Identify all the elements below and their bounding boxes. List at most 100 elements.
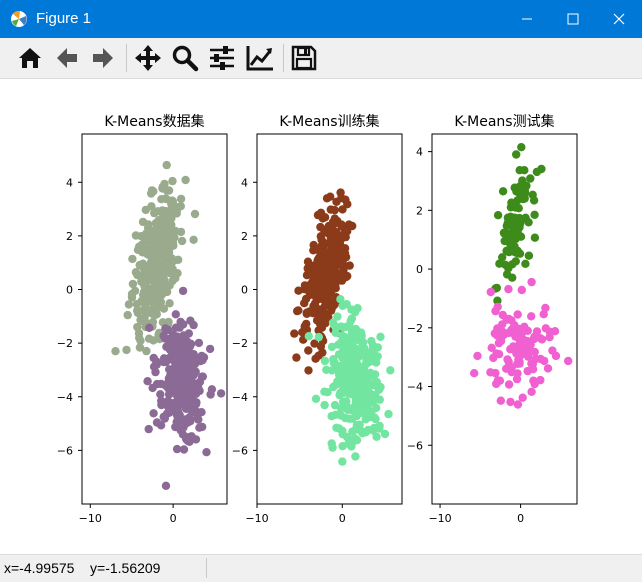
scatter-point bbox=[514, 400, 522, 408]
scatter-point bbox=[321, 357, 329, 365]
scatter-point bbox=[170, 256, 178, 264]
scatter-point bbox=[328, 366, 336, 374]
scatter-point bbox=[321, 213, 329, 221]
scatter-point bbox=[159, 221, 167, 229]
edit-axes-icon bbox=[245, 44, 275, 72]
scatter-point bbox=[199, 372, 207, 380]
scatter-point bbox=[362, 354, 370, 362]
scatter-point bbox=[152, 357, 160, 365]
scatter-point bbox=[304, 366, 312, 374]
scatter-point bbox=[197, 408, 205, 416]
scatter-point bbox=[162, 482, 170, 490]
scatter-point bbox=[365, 394, 373, 402]
scatter-point bbox=[168, 177, 176, 185]
pan-icon bbox=[134, 44, 162, 72]
scatter-point bbox=[328, 443, 336, 451]
scatter-point bbox=[322, 298, 330, 306]
forward-button[interactable] bbox=[88, 43, 118, 73]
back-button[interactable] bbox=[52, 43, 82, 73]
scatter-point bbox=[323, 285, 331, 293]
scatter-point bbox=[190, 399, 198, 407]
scatter-point bbox=[151, 368, 159, 376]
scatter-point bbox=[328, 236, 336, 244]
scatter-point bbox=[304, 269, 312, 277]
scatter-point bbox=[294, 287, 302, 295]
scatter-point bbox=[217, 389, 225, 397]
scatter-point bbox=[357, 388, 365, 396]
y-tick-label: −4 bbox=[407, 381, 423, 394]
toolbar-separator bbox=[283, 44, 284, 72]
scatter-point bbox=[536, 355, 544, 363]
scatter-point bbox=[161, 324, 169, 332]
scatter-point bbox=[527, 312, 535, 320]
scatter-point bbox=[136, 261, 144, 269]
scatter-point bbox=[515, 358, 523, 366]
scatter-point bbox=[335, 391, 343, 399]
y-tick-label: −6 bbox=[57, 444, 73, 457]
scatter-point bbox=[504, 285, 512, 293]
scatter-point bbox=[491, 307, 499, 315]
scatter-point bbox=[153, 380, 161, 388]
scatter-point bbox=[138, 315, 146, 323]
status-divider bbox=[206, 558, 207, 578]
save-icon bbox=[291, 45, 317, 71]
scatter-point bbox=[525, 252, 533, 260]
minimize-button[interactable] bbox=[504, 0, 550, 38]
scatter-point bbox=[150, 278, 158, 286]
scatter-point bbox=[158, 285, 166, 293]
scatter-points bbox=[470, 143, 572, 409]
scatter-point bbox=[386, 366, 394, 374]
scatter-point bbox=[206, 345, 214, 353]
scatter-point bbox=[356, 421, 364, 429]
scatter-point bbox=[149, 336, 157, 344]
configure-subplots-button[interactable] bbox=[207, 43, 237, 73]
scatter-point bbox=[310, 276, 318, 284]
maximize-button[interactable] bbox=[550, 0, 596, 38]
scatter-point bbox=[551, 327, 559, 335]
scatter-point bbox=[311, 355, 319, 363]
edit-axes-button[interactable] bbox=[245, 43, 275, 73]
zoom-button[interactable] bbox=[170, 43, 200, 73]
cursor-coordinates: x=-4.99575 y=-1.56209 bbox=[4, 560, 160, 576]
scatter-point bbox=[519, 394, 527, 402]
scatter-point bbox=[174, 338, 182, 346]
scatter-point bbox=[346, 261, 354, 269]
scatter-point bbox=[198, 423, 206, 431]
close-icon bbox=[613, 13, 625, 25]
scatter-point bbox=[128, 290, 136, 298]
scatter-point bbox=[521, 260, 529, 268]
scatter-point bbox=[491, 329, 499, 337]
scatter-point bbox=[169, 197, 177, 205]
scatter-point bbox=[333, 377, 341, 385]
scatter-point bbox=[320, 401, 328, 409]
scatter-point bbox=[142, 237, 150, 245]
scatter-point bbox=[536, 376, 544, 384]
scatter-point bbox=[513, 375, 521, 383]
figure-canvas[interactable]: K-Means数据集 4 2 0 −2 −4 −6 −10 0 K-Means训练集 4 2 0 −2 −4… bbox=[0, 78, 642, 554]
close-button[interactable] bbox=[596, 0, 642, 38]
scatter-point bbox=[157, 421, 165, 429]
scatter-point bbox=[338, 222, 346, 230]
pan-button[interactable] bbox=[133, 43, 163, 73]
scatter-point bbox=[524, 327, 532, 335]
y-tick-label: 0 bbox=[66, 284, 73, 297]
scatter-point bbox=[182, 435, 190, 443]
y-tick-label: −6 bbox=[232, 444, 248, 457]
scatter-point bbox=[315, 333, 323, 341]
scatter-point bbox=[336, 188, 344, 196]
scatter-point bbox=[519, 335, 527, 343]
scatter-point bbox=[142, 272, 150, 280]
scatter-point bbox=[305, 332, 313, 340]
scatter-point bbox=[167, 221, 175, 229]
scatter-point bbox=[527, 388, 535, 396]
save-button[interactable] bbox=[289, 43, 319, 73]
home-button[interactable] bbox=[15, 43, 45, 73]
scatter-point bbox=[491, 369, 499, 377]
scatter-point bbox=[536, 334, 544, 342]
scatter-point bbox=[338, 205, 346, 213]
scatter-point bbox=[156, 266, 164, 274]
scatter-point bbox=[181, 376, 189, 384]
scatter-point bbox=[191, 210, 199, 218]
scatter-point bbox=[153, 253, 161, 261]
scatter-point bbox=[343, 300, 351, 308]
